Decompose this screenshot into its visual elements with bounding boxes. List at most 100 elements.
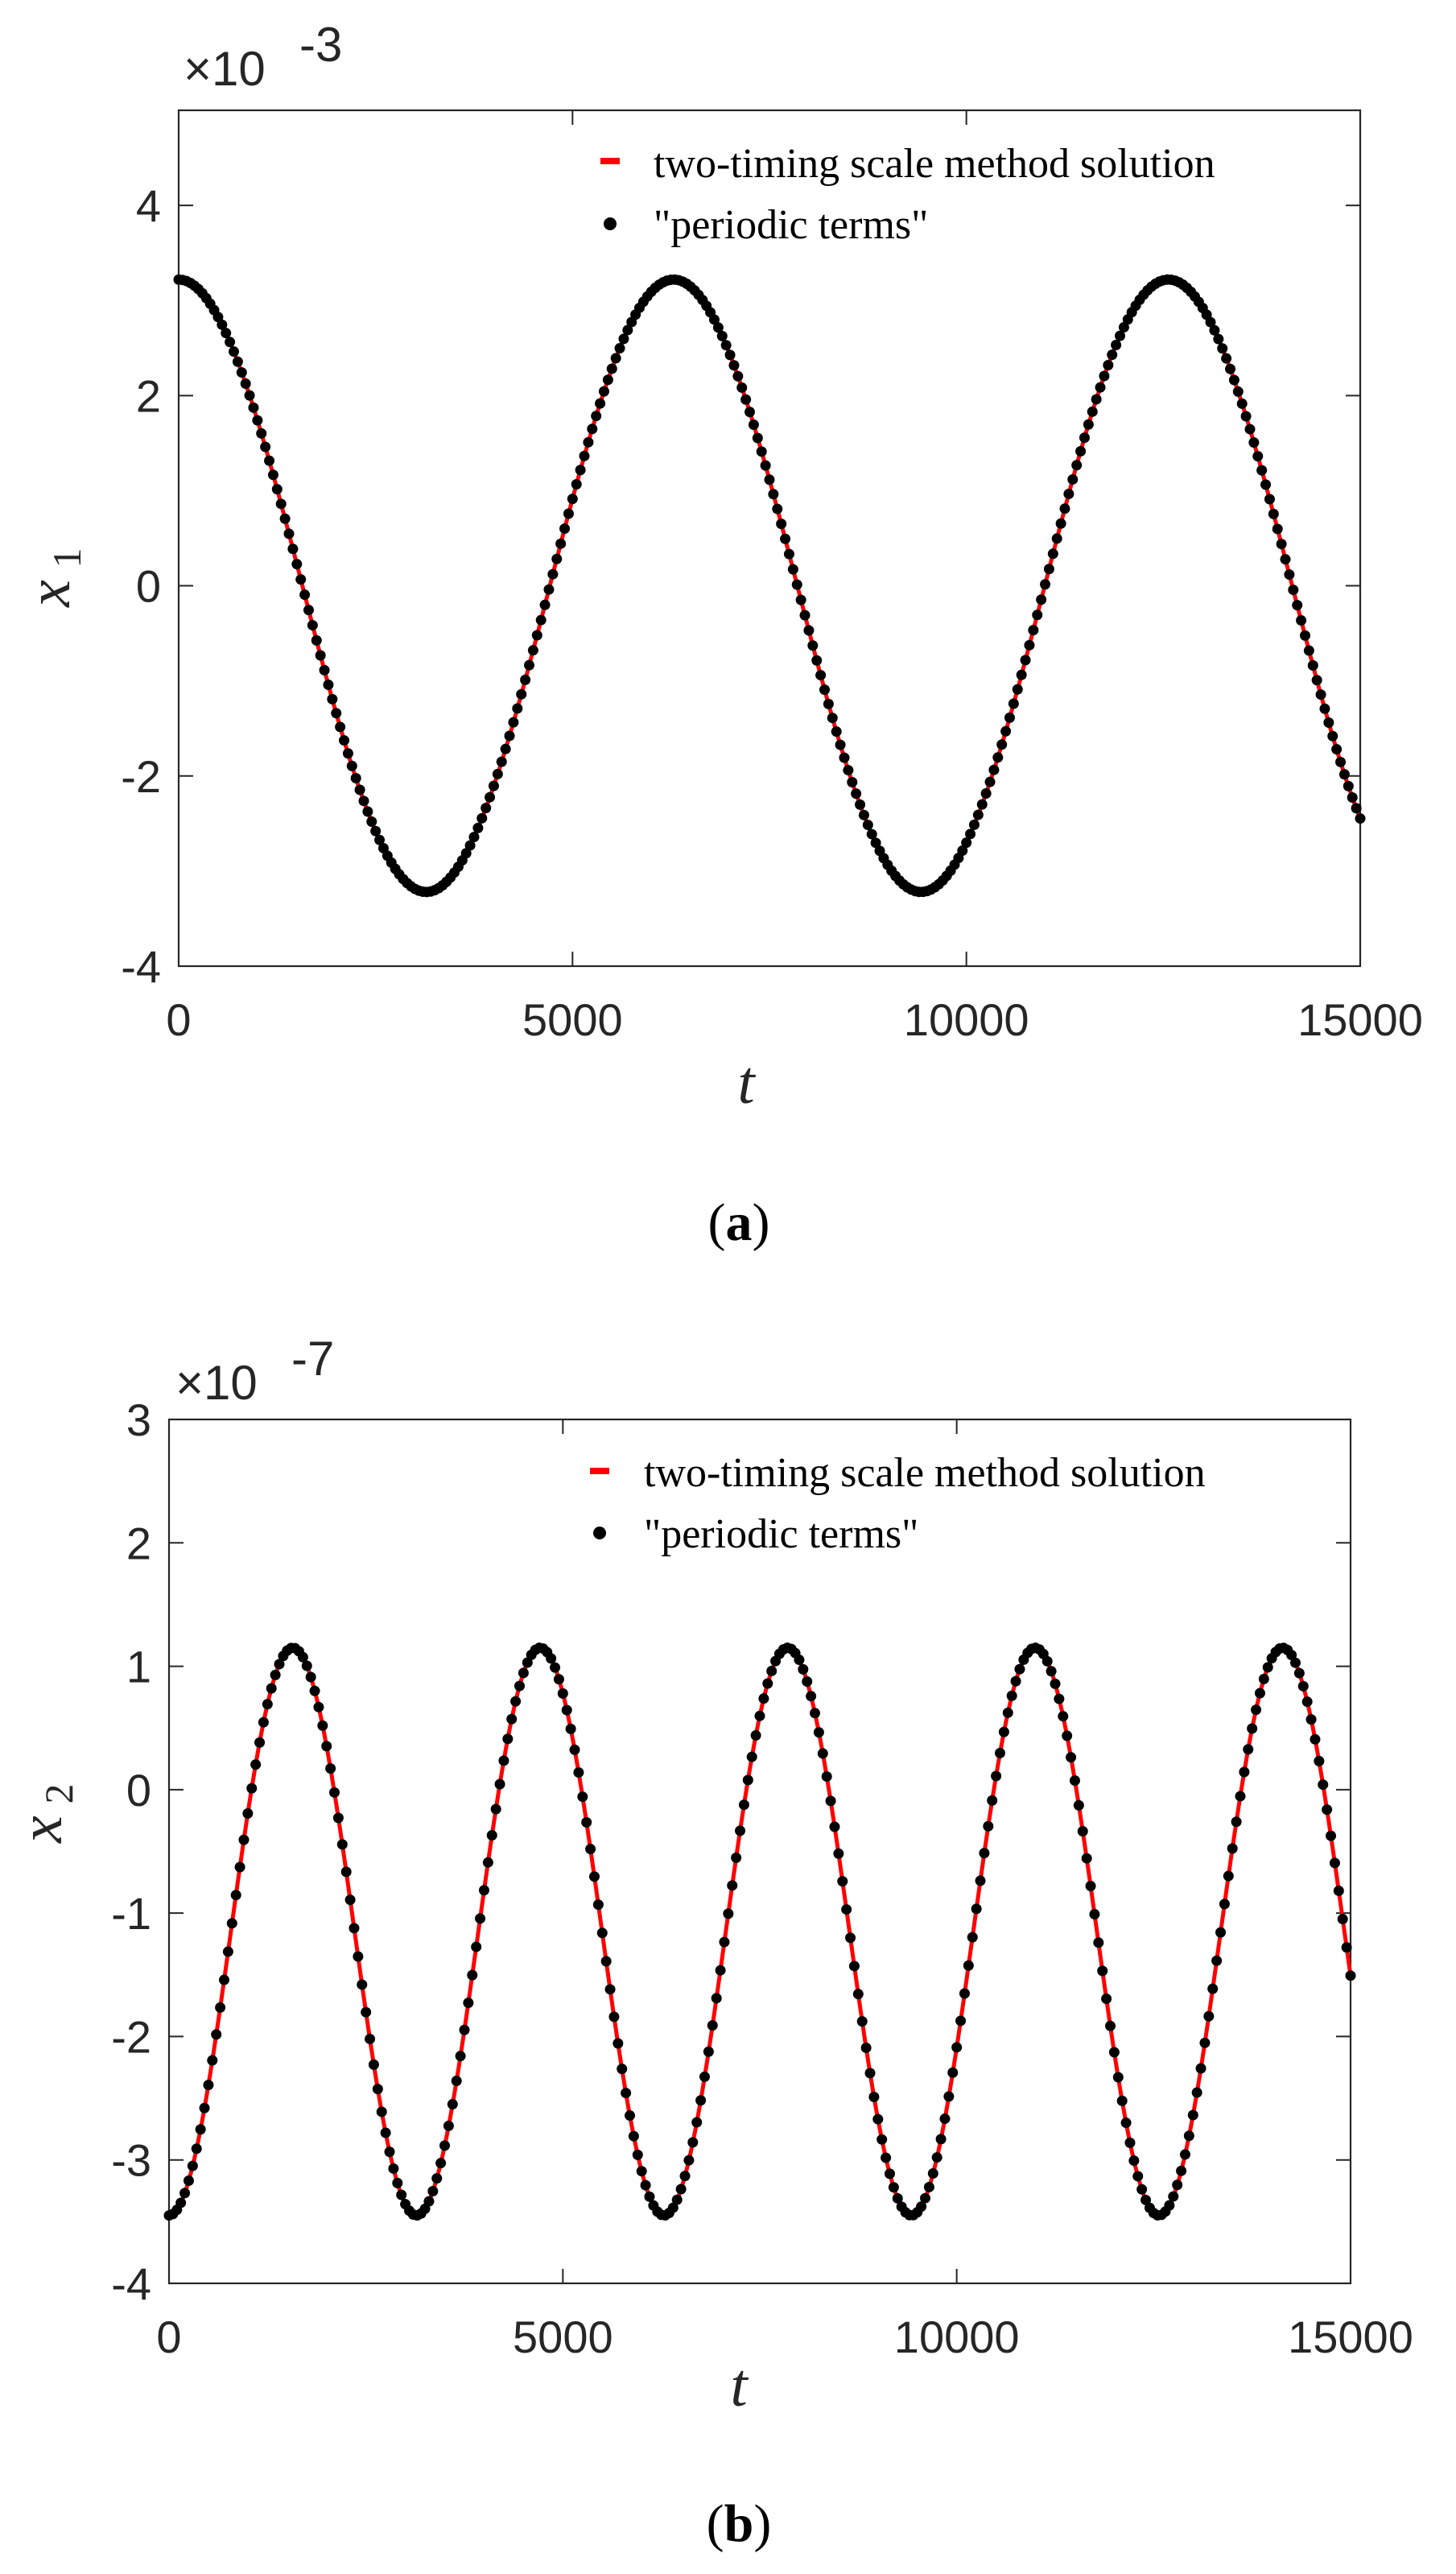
panel-a-data-point (339, 735, 350, 746)
panel-a-data-point (1059, 503, 1070, 514)
panel-b-data-point (396, 2189, 407, 2200)
panel-a-data-point (1012, 684, 1023, 695)
panel-a-data-point (862, 820, 873, 831)
panel-b-data-point (628, 2130, 639, 2142)
panel-a-data-point (472, 822, 484, 833)
panel-b-data-point (1105, 2020, 1116, 2031)
panel-b-data-point (852, 1989, 864, 2000)
panel-a-data-point (315, 650, 326, 661)
panel-b-data-point (187, 2160, 198, 2171)
panel-a-data-point (591, 411, 602, 422)
panel-b-data-point (860, 2042, 872, 2053)
panel-a-data-point (1240, 411, 1252, 422)
panel-b-data-point (699, 2071, 710, 2082)
panel-b-data-point (447, 2099, 458, 2110)
panel-a-data-point (547, 568, 559, 580)
panel-b-data-point (463, 1998, 474, 2009)
panel-b-data-point (1329, 1857, 1340, 1869)
panel-b-data-point (215, 2002, 226, 2013)
panel-a-data-point (972, 809, 984, 820)
panel-a-data-point (1028, 625, 1039, 636)
panel-b-data-point (1112, 2072, 1124, 2083)
panel-a-data-point (1307, 660, 1318, 671)
panel-a-caption-text: (a) (708, 1193, 770, 1252)
panel-a-data-point (1000, 725, 1012, 737)
panel-a-data-point (1347, 791, 1358, 803)
panel-a-data-point (1225, 363, 1236, 374)
panel-b-data-point (1073, 1799, 1084, 1811)
panel-b-data-point (557, 1688, 568, 1699)
panel-a-data-point (307, 620, 318, 631)
panel-b-y-tick-label: 1 (126, 1642, 151, 1692)
panel-a-data-point (535, 614, 547, 626)
panel-a-data-point (354, 784, 365, 795)
panel-a-data-point (1205, 316, 1216, 328)
panel-a-data-point (287, 543, 299, 555)
panel-a-data-point (1040, 579, 1051, 590)
panel-a-data-point (1315, 689, 1326, 700)
panel-b-data-point (1050, 1678, 1061, 1689)
panel-b-data-point (498, 1755, 509, 1766)
panel-b-data-point (175, 2197, 187, 2208)
panel-b-data-point (1262, 1662, 1273, 1673)
panel-a-data-point (555, 538, 567, 549)
panel-b-data-point (1341, 1942, 1352, 1953)
panel-a-data-point (563, 508, 574, 519)
panel-a-data-point (1087, 406, 1098, 417)
panel-b-data-point (994, 1747, 1005, 1758)
panel-b-data-point (230, 1890, 241, 1901)
panel-b-data-point (365, 2033, 376, 2044)
panel-a-data-point (1036, 594, 1047, 605)
panel-a-data-point (811, 655, 823, 666)
panel-a-data-point (221, 328, 232, 339)
panel-b-data-point (621, 2088, 632, 2099)
panel-a-data-point (847, 776, 858, 787)
panel-b-data-point (443, 2120, 454, 2131)
panel-b-x-tick-label: 0 (156, 2312, 181, 2362)
panel-a-data-point (799, 609, 810, 621)
panel-b-caption-text: (b) (707, 2494, 772, 2553)
panel-b-data-point (486, 1829, 497, 1841)
panel-b-data-point (943, 2091, 955, 2102)
panel-b-data-point (1168, 2191, 1179, 2202)
panel-b-data-point (494, 1779, 505, 1790)
panel-b-data-point (695, 2095, 707, 2106)
panel-a-data-point (748, 419, 759, 431)
panel-b-data-point (565, 1723, 576, 1734)
panel-a-data-point (1051, 533, 1062, 544)
panel-b-y-tick-label: 0 (126, 1765, 151, 1816)
panel-b-data-point (1164, 2200, 1175, 2211)
panel-a-data-point (346, 760, 357, 771)
panel-b-data-point (738, 1799, 749, 1811)
panel-a-data-point (768, 489, 779, 500)
panel-b-data-point (636, 2166, 647, 2177)
panel-a-data-point (1043, 564, 1054, 575)
panel-b-data-point (632, 2149, 643, 2160)
panel-b-data-point (927, 2168, 938, 2179)
panel-b-y-axis-var: x (7, 1816, 75, 1844)
panel-b-data-point (1062, 1730, 1073, 1741)
panel-b-data-point (671, 2194, 683, 2205)
panel-a-data-point (1236, 398, 1248, 409)
panel-b-data-point (522, 1657, 533, 1668)
panel-a-caption-open: ( (708, 1193, 726, 1252)
panel-a-data-point (1209, 324, 1220, 336)
panel-b-data-point (1191, 2087, 1202, 2098)
panel-b-legend: two-timing scale method solution "period… (590, 1450, 1206, 1557)
panel-a-data-point (240, 378, 251, 390)
panel-b-data-point (731, 1852, 742, 1863)
panel-b-data-point (963, 1960, 974, 1971)
panel-a-data-point (756, 446, 767, 457)
panel-a-data-point (736, 382, 748, 393)
panel-b-data-point (553, 1674, 564, 1685)
panel-b-data-point (821, 1770, 832, 1782)
panel-b-data-point (703, 2046, 714, 2057)
panel-a-data-point (1063, 488, 1074, 499)
panel-a-data-point (1099, 370, 1110, 382)
panel-a-data-point (331, 708, 342, 719)
panel-b-data-point (806, 1691, 817, 1702)
panel-a-data-point (791, 579, 802, 590)
panel-a-data-point (1213, 333, 1224, 345)
panel-b-data-point (1179, 2149, 1190, 2160)
panel-a-data-point (500, 743, 511, 754)
